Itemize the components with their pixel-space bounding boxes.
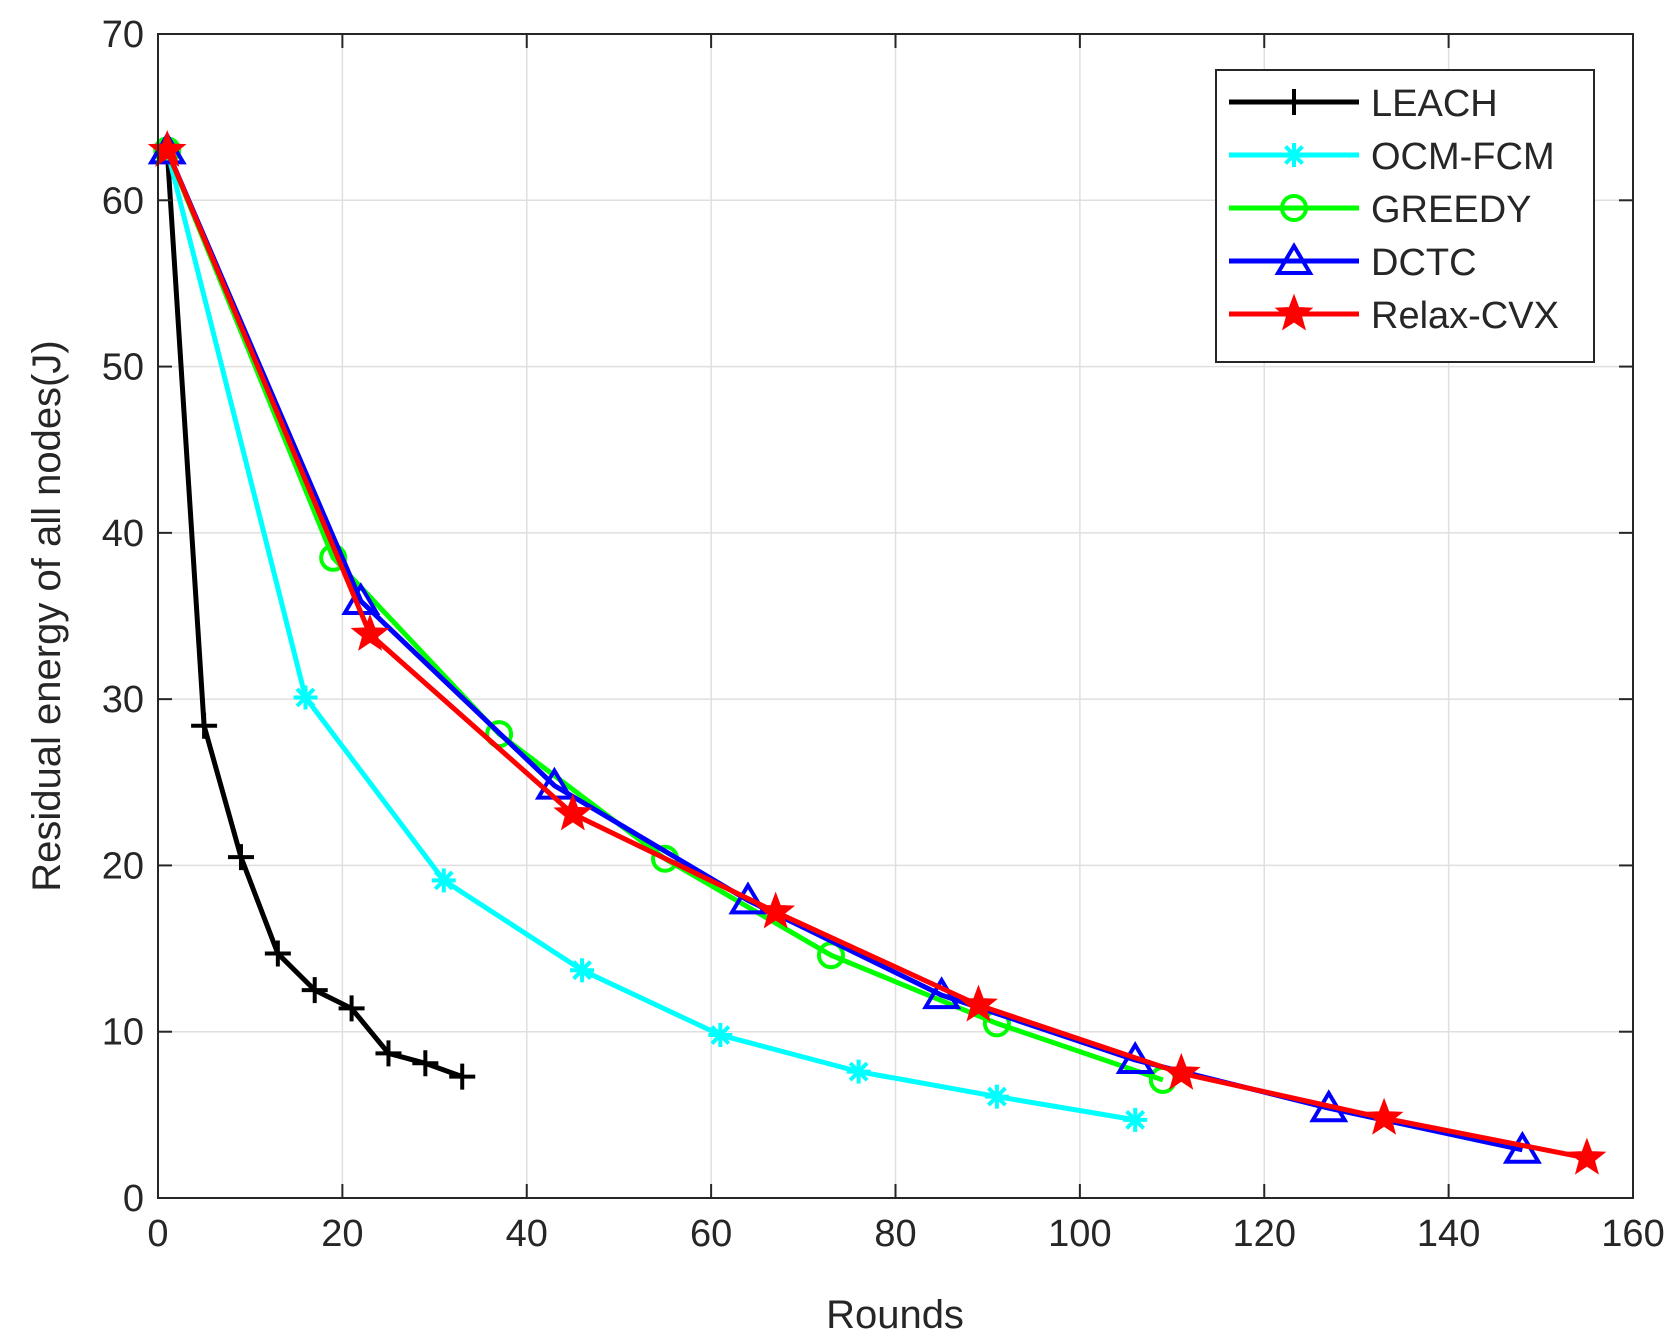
legend: LEACH OCM-FCM GREEDY DCTC Relax-CVX	[1215, 69, 1595, 363]
data-point-ocm-fcm	[708, 1023, 733, 1048]
x-tick-label: 140	[1417, 1213, 1480, 1255]
y-tick-label: 20	[102, 845, 144, 887]
x-tick-label: 160	[1601, 1213, 1664, 1255]
x-tick-label: 40	[506, 1213, 548, 1255]
y-tick-label: 70	[102, 14, 144, 56]
series-relax-cvx	[147, 129, 1607, 1175]
x-tick-label: 100	[1048, 1213, 1111, 1255]
data-point-relax-cvx	[1161, 1052, 1201, 1090]
legend-label-leach: LEACH	[1371, 83, 1498, 125]
data-point-leach	[227, 844, 254, 871]
data-point-leach	[338, 995, 365, 1022]
y-tick-label: 0	[123, 1178, 144, 1220]
x-axis-label: Rounds	[826, 1293, 964, 1337]
x-tick-label: 120	[1233, 1213, 1296, 1255]
data-point-relax-cvx	[959, 984, 998, 1022]
y-tick-label: 30	[102, 679, 144, 721]
data-point-ocm-fcm	[1123, 1107, 1148, 1132]
legend-label-greedy: GREEDY	[1371, 189, 1531, 231]
x-tick-label: 80	[874, 1213, 916, 1255]
data-point-ocm-fcm	[846, 1059, 871, 1084]
data-point-leach	[375, 1040, 402, 1067]
data-point-leach	[264, 940, 291, 967]
y-axis-ticks: 0 10 20 30 40 50 60 70	[102, 14, 1633, 1220]
legend-marker-relax-cvx	[1274, 293, 1314, 331]
data-point-relax-cvx	[1567, 1137, 1607, 1175]
data-point-relax-cvx	[1364, 1097, 1404, 1135]
legend-label-dctc: DCTC	[1371, 242, 1477, 284]
data-point-ocm-fcm	[293, 685, 318, 710]
data-point-relax-cvx	[147, 129, 187, 167]
data-point-ocm-fcm	[984, 1084, 1009, 1109]
legend-entry-relax-cvx: Relax-CVX	[1229, 293, 1559, 337]
legend-marker-leach	[1281, 89, 1307, 115]
legend-label-relax-cvx: Relax-CVX	[1371, 295, 1559, 337]
data-point-relax-cvx	[553, 793, 593, 831]
data-point-leach	[412, 1050, 439, 1077]
data-point-leach	[191, 712, 218, 739]
data-point-leach	[301, 977, 328, 1004]
legend-entry-ocm-fcm: OCM-FCM	[1229, 136, 1555, 178]
x-axis-ticks: 0 20 40 60 80 100 120 140 160	[147, 34, 1665, 1255]
legend-marker-dctc	[1274, 242, 1314, 275]
data-point-leach	[449, 1063, 476, 1090]
legend-marker-greedy	[1280, 194, 1308, 222]
series-line-ocm-fcm	[164, 149, 1136, 1123]
x-tick-label: 0	[147, 1213, 168, 1255]
data-point-ocm-fcm	[431, 868, 456, 893]
x-tick-label: 20	[321, 1213, 363, 1255]
series-ocm-fcm	[155, 138, 1148, 1132]
data-point-dctc	[728, 881, 768, 915]
y-axis-label: Residual energy of all nodes(J)	[25, 340, 69, 891]
y-tick-label: 40	[102, 513, 144, 555]
series-line-relax-cvx	[164, 149, 1588, 1161]
legend-marker-ocm-fcm	[1282, 143, 1306, 167]
data-point-relax-cvx	[350, 613, 390, 651]
x-tick-label: 60	[690, 1213, 732, 1255]
y-tick-label: 50	[102, 347, 144, 389]
data-point-relax-cvx	[756, 891, 796, 929]
legend-entry-dctc: DCTC	[1229, 242, 1477, 284]
series-layer	[147, 129, 1607, 1175]
y-tick-label: 60	[102, 180, 144, 222]
legend-entry-leach: LEACH	[1229, 83, 1498, 125]
y-tick-label: 10	[102, 1012, 144, 1054]
data-point-ocm-fcm	[570, 958, 595, 983]
legend-entry-greedy: GREEDY	[1229, 189, 1531, 231]
legend-label-ocm-fcm: OCM-FCM	[1371, 136, 1555, 178]
